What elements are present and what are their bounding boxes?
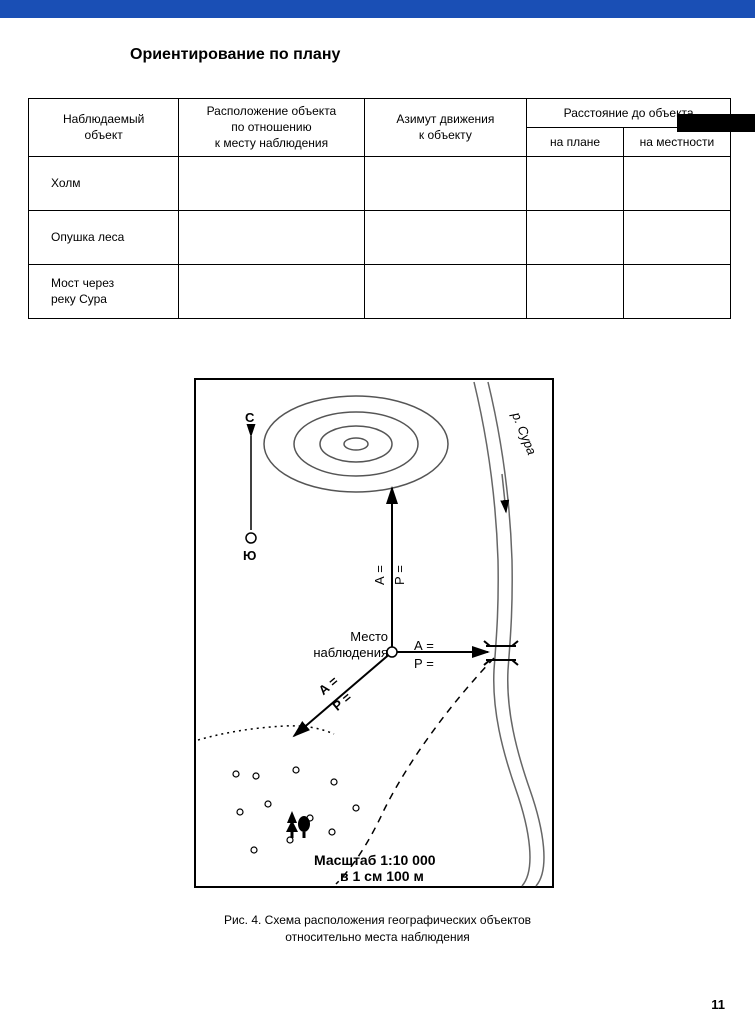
row2-c3 [364, 264, 527, 318]
page-title: Ориентирование по плану [130, 46, 755, 64]
col1-label: Наблюдаемыйобъект [63, 112, 144, 142]
row1-c4a [527, 210, 624, 264]
table-row: Мост черезреку Сура [29, 264, 731, 318]
col-on-plan: на плане [527, 127, 624, 156]
row0-c2 [179, 156, 364, 210]
col4-label: Расстояние до объекта [564, 106, 694, 120]
col4b-label: на местности [640, 135, 715, 149]
compass-south-label: Ю [243, 548, 256, 563]
top-blue-bar [0, 0, 755, 18]
east-a-label: А = [414, 638, 434, 653]
row0-c4a [527, 156, 624, 210]
north-p-label: Р = [392, 565, 407, 585]
row2-c4b [623, 264, 730, 318]
scale-line2: в 1 см 100 м [340, 868, 424, 884]
caption-line2: относительно места наблюдения [285, 930, 470, 944]
row1-c3 [364, 210, 527, 264]
east-p-label: Р = [414, 656, 434, 671]
col-observed-object: Наблюдаемыйобъект [29, 99, 179, 157]
dotted-edge-icon [198, 726, 334, 740]
scale-line1: Масштаб 1:10 000 [314, 852, 436, 868]
row0-c3 [364, 156, 527, 210]
forest-circles-icon [233, 767, 359, 853]
black-thumb-tab [677, 114, 755, 132]
compass-north-label: С [245, 410, 254, 425]
table-row: Холм [29, 156, 731, 210]
col-location: Расположение объектапо отношениюк месту … [179, 99, 364, 157]
row1-c4b [623, 210, 730, 264]
row1-c2 [179, 210, 364, 264]
row2-c2 [179, 264, 364, 318]
hill-contours-icon [264, 396, 448, 492]
dashed-road-icon [336, 658, 494, 884]
row0-c4b [623, 156, 730, 210]
north-a-label: А = [372, 565, 387, 585]
orientation-table-wrap: Наблюдаемыйобъект Расположение объектапо… [28, 98, 731, 319]
page-number: 11 [711, 997, 725, 1012]
row1-label: Опушка леса [29, 210, 179, 264]
observation-label: Местонаблюдения [306, 629, 388, 660]
figure-caption: Рис. 4. Схема расположения географически… [0, 912, 755, 947]
bridge-icon [484, 641, 518, 665]
row2-label: Мост черезреку Сура [29, 264, 179, 318]
compass-icon [246, 436, 256, 543]
observation-point-icon [387, 647, 397, 657]
row2-c4a [527, 264, 624, 318]
orientation-table: Наблюдаемыйобъект Расположение объектапо… [28, 98, 731, 319]
table-body: Холм Опушка леса Мост черезреку Сура [29, 156, 731, 318]
tree-icon [286, 811, 310, 838]
map-figure: С Ю Местонаблюдения А = Р = А = Р = А = … [194, 378, 554, 888]
table-row: Опушка леса [29, 210, 731, 264]
row0-label: Холм [29, 156, 179, 210]
col2-label: Расположение объектапо отношениюк месту … [207, 104, 337, 150]
col-azimuth: Азимут движенияк объекту [364, 99, 527, 157]
col4a-label: на плане [550, 135, 600, 149]
caption-line1: Рис. 4. Схема расположения географически… [224, 913, 531, 927]
col3-label: Азимут движенияк объекту [396, 112, 494, 142]
river-icon [474, 382, 544, 886]
